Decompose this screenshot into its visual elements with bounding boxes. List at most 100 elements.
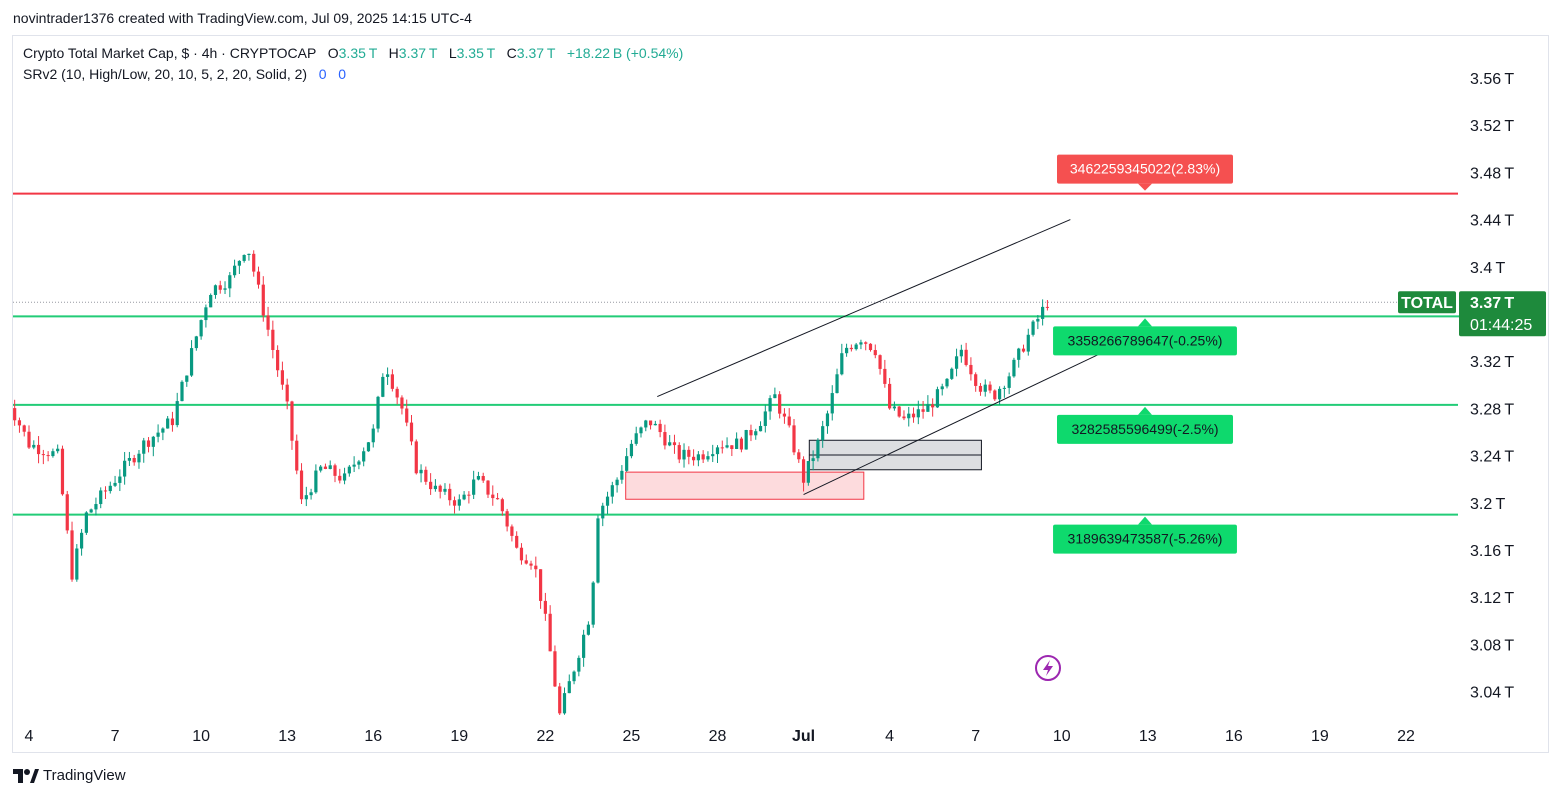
candle-up (1041, 306, 1045, 319)
level-label-box (1057, 414, 1233, 444)
level-label-box (1053, 326, 1237, 356)
y-axis-tick-label: 3.48 T (1470, 165, 1514, 182)
candle-down (429, 481, 433, 490)
candle-up (347, 466, 351, 474)
candle-down (60, 448, 65, 495)
candles-group (13, 250, 1050, 715)
candle-up (620, 470, 624, 480)
candle-down (36, 444, 41, 455)
candle-down (400, 397, 404, 409)
candle-up (137, 453, 141, 463)
candle-down (677, 445, 681, 460)
candle-up (304, 495, 308, 500)
candle-up (32, 444, 36, 448)
candle-down (864, 342, 868, 344)
series-name-text: TOTAL (1401, 295, 1453, 312)
candle-up (610, 485, 614, 497)
candle-up (854, 344, 858, 350)
candle-down (146, 440, 151, 447)
candle-down (548, 613, 552, 652)
candle-down (687, 449, 691, 457)
candle-up (582, 634, 586, 658)
x-axis-tick-label: 19 (1311, 728, 1329, 745)
low-value: 3.35 T (456, 45, 495, 61)
level-label-pointer (1138, 318, 1152, 327)
candle-up (935, 389, 940, 408)
candle-down (648, 420, 653, 426)
candle-up (572, 671, 576, 682)
candle-down (787, 416, 791, 426)
candle-up (735, 438, 739, 449)
candle-up (194, 336, 198, 349)
demand-zone[interactable] (625, 471, 865, 500)
candle-up (180, 381, 184, 402)
candle-up (352, 464, 356, 467)
level-label-box (1057, 154, 1233, 184)
candle-up (175, 401, 179, 426)
candle-up (634, 433, 638, 444)
candle-up (79, 532, 84, 549)
candle-down (969, 364, 973, 375)
y-axis-tick-label: 3.16 T (1470, 543, 1514, 560)
candle-up (142, 440, 146, 454)
candle-down (261, 284, 265, 316)
candle-down (276, 349, 280, 371)
candle-down (505, 511, 509, 527)
level-label-pointer (1138, 516, 1152, 525)
candle-up (596, 518, 600, 583)
candle-up (954, 356, 959, 369)
candle-up (754, 431, 758, 436)
candle-up (1002, 387, 1006, 389)
candle-down (873, 350, 877, 356)
high-value: 3.37 T (398, 45, 438, 61)
candle-down (672, 442, 677, 446)
candle-up (319, 466, 323, 471)
candle-down (553, 651, 557, 687)
tradingview-logo[interactable]: TradingView (13, 767, 126, 784)
candle-up (113, 482, 117, 486)
candle-down (266, 315, 270, 330)
candle-down (797, 452, 801, 460)
candle-down (295, 440, 299, 471)
candle-down (13, 408, 17, 421)
symbol-legend[interactable]: Crypto Total Market Cap, $ · 4h · CRYPTO… (23, 45, 683, 61)
trendline-1[interactable] (657, 219, 1071, 398)
close-label: C (506, 45, 517, 61)
indicator-value-1: 0 (318, 66, 327, 82)
candle-up (476, 476, 481, 480)
candle-down (17, 420, 22, 426)
candle-up (89, 509, 93, 513)
candle-up (629, 443, 634, 457)
candle-up (75, 548, 79, 580)
candle-down (424, 469, 428, 482)
candle-up (830, 393, 834, 414)
candle-up (644, 420, 648, 428)
indicator-legend[interactable]: SRv2 (10, High/Low, 20, 10, 5, 2, 20, So… (23, 66, 346, 82)
candle-up (586, 624, 591, 635)
candle-up (653, 423, 657, 426)
candle-up (419, 469, 423, 474)
candle-up (562, 693, 567, 714)
candle-up (821, 426, 825, 441)
candle-down (27, 431, 31, 448)
candle-down (782, 413, 787, 417)
candle-down (888, 383, 892, 409)
x-axis-tick-label: 19 (450, 728, 468, 745)
candle-up (99, 490, 103, 505)
candle-down (481, 476, 485, 481)
candle-up (433, 485, 438, 490)
candle-up (108, 485, 112, 492)
x-axis-tick-label: 16 (1225, 728, 1243, 745)
candle-down (495, 498, 500, 500)
symbol-name[interactable]: Crypto Total Market Cap, $ · 4h · CRYPTO… (23, 45, 317, 61)
series-name-badge[interactable] (1398, 291, 1456, 314)
candle-up (385, 374, 390, 377)
candle-down (720, 447, 724, 449)
indicator-name[interactable]: SRv2 (10, High/Low, 20, 10, 5, 2, 20, So… (23, 66, 308, 82)
lightning-icon[interactable] (1035, 655, 1061, 681)
candle-down (868, 343, 873, 351)
candle-up (916, 409, 920, 418)
candle-down (519, 547, 524, 561)
candle-up (601, 505, 605, 519)
